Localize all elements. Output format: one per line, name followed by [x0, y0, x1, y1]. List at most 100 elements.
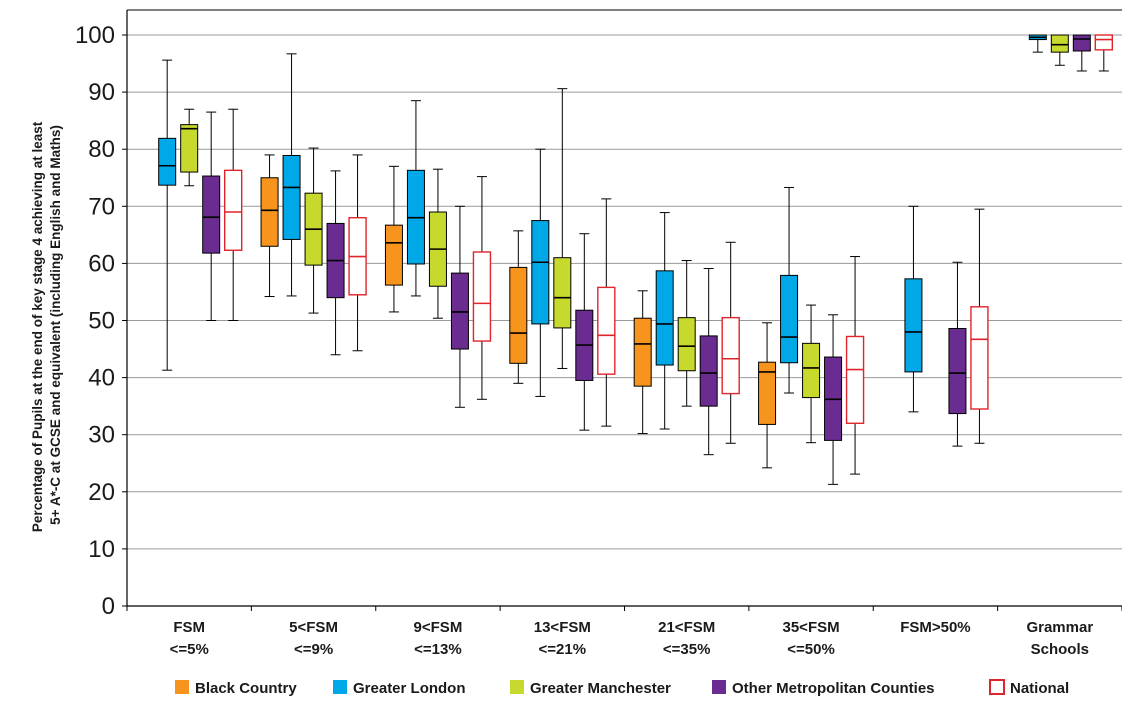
- y-tick-label: 60: [88, 250, 115, 277]
- box-plot: [553, 88, 572, 369]
- box-plot: [406, 100, 425, 297]
- series-black-country: [260, 154, 777, 469]
- box-plot: [970, 208, 989, 444]
- box-plot: [472, 176, 492, 400]
- legend-label: Black Country: [195, 680, 297, 697]
- x-category-label: FSM>50%: [900, 619, 970, 636]
- box-plot: [282, 53, 301, 297]
- box-iqr: [553, 257, 572, 329]
- box-plot: [655, 212, 674, 430]
- box-plot: [326, 170, 345, 356]
- x-category-label: <=13%: [414, 641, 462, 658]
- box-plot: [948, 261, 967, 447]
- box-iqr: [948, 327, 967, 415]
- box-iqr: [472, 251, 492, 342]
- legend-item: Other Metropolitan Counties: [712, 680, 935, 697]
- legend-item: Greater London: [333, 680, 466, 697]
- y-tick-label: 80: [88, 136, 115, 163]
- box-iqr: [1094, 34, 1114, 51]
- box-iqr: [509, 266, 528, 364]
- box-plot: [384, 165, 403, 313]
- box-plot: [180, 108, 199, 187]
- box-plot: [824, 314, 843, 485]
- box-plot: [780, 186, 799, 394]
- legend-swatch: [510, 680, 524, 694]
- y-tick-label: 30: [88, 422, 115, 449]
- box-iqr: [780, 274, 799, 364]
- box-plot: [597, 198, 616, 427]
- box-plot: [428, 168, 447, 319]
- legend-swatch: [333, 680, 347, 694]
- box-iqr: [597, 286, 616, 375]
- y-tick-labels: 0 10 20 30 40 50 60 70 80 90 100: [75, 22, 115, 620]
- legend-item: National: [989, 679, 1069, 697]
- box-iqr: [202, 175, 221, 254]
- box-plot: [260, 154, 279, 298]
- y-tick-label: 100: [75, 22, 115, 49]
- legend-swatch: [989, 679, 1005, 695]
- box-plot: [348, 154, 367, 352]
- legend: Black Country Greater London Greater Manch…: [175, 679, 1069, 697]
- box-iqr: [655, 270, 674, 366]
- x-category-label: <=50%: [787, 641, 835, 658]
- box-plot: [223, 108, 243, 321]
- axes: [122, 9, 1122, 611]
- x-category-label: <=5%: [170, 641, 209, 658]
- box-iqr: [260, 177, 279, 247]
- x-category-label: 35<FSM: [783, 619, 840, 636]
- x-category-label: 21<FSM: [658, 619, 715, 636]
- box-plot: [633, 290, 652, 435]
- box-iqr: [531, 220, 550, 325]
- box-plot: [802, 304, 821, 444]
- box-plot: [721, 241, 740, 444]
- gridlines: [127, 34, 1122, 550]
- x-category-label: FSM: [173, 619, 205, 636]
- x-category-labels: FSM <=5% 5<FSM <=9% 9<FSM <=13% 13<FSM <=21% 21<…: [170, 619, 1094, 658]
- box-plot: [575, 233, 594, 431]
- x-category-label: Grammar: [1026, 619, 1093, 636]
- box-plot: [1050, 34, 1069, 66]
- y-tick-label: 90: [88, 79, 115, 106]
- box-plot: [158, 59, 177, 371]
- series-greater-manchester: [180, 34, 1069, 444]
- y-tick-label: 10: [88, 536, 115, 563]
- y-tick-label: 70: [88, 193, 115, 220]
- box-iqr: [1072, 34, 1091, 52]
- y-tick-label: 20: [88, 479, 115, 506]
- box-iqr: [802, 342, 821, 399]
- series-national: [223, 34, 1114, 475]
- legend-label: Greater London: [353, 680, 466, 697]
- y-tick-label: 40: [88, 365, 115, 392]
- box-iqr: [1050, 34, 1069, 53]
- box-plot: [1072, 34, 1091, 72]
- x-category-label: 13<FSM: [534, 619, 591, 636]
- box-iqr: [904, 278, 923, 373]
- series-greater-london: [158, 34, 1047, 430]
- box-iqr: [699, 335, 718, 407]
- box-plot: [677, 260, 696, 407]
- box-series-layer: [158, 34, 1114, 485]
- box-plot: [304, 147, 323, 314]
- box-iqr: [633, 317, 652, 387]
- box-iqr: [677, 317, 696, 372]
- y-tick-label: 0: [102, 593, 115, 620]
- box-plot: [699, 268, 718, 456]
- x-category-label: <=21%: [539, 641, 587, 658]
- box-plot: [758, 322, 777, 469]
- x-category-label: <=9%: [294, 641, 333, 658]
- box-iqr: [282, 154, 301, 240]
- x-category-label: 5<FSM: [289, 619, 338, 636]
- box-iqr: [970, 306, 989, 410]
- box-iqr: [158, 137, 177, 186]
- x-category-label: <=35%: [663, 641, 711, 658]
- y-axis-label-line-2: 5+ A*-C at GCSE and equivalent (includin…: [48, 125, 63, 525]
- box-iqr: [758, 361, 777, 425]
- x-category-label: Schools: [1031, 641, 1089, 658]
- box-plot: [531, 148, 550, 397]
- box-plot: [450, 205, 469, 408]
- legend-label: Greater Manchester: [530, 680, 671, 697]
- legend-item: Black Country: [175, 680, 297, 697]
- y-tick-label: 50: [88, 308, 115, 335]
